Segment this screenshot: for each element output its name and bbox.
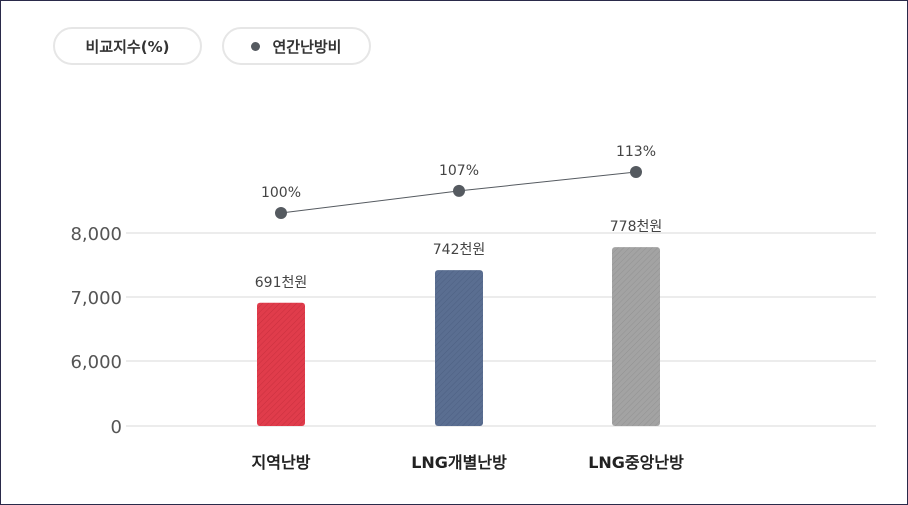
index-point: [630, 166, 642, 178]
legend-annual-pill: 연간난방비: [222, 27, 371, 65]
y-tick-label: 6,000: [70, 352, 122, 373]
bar-value-label: 742천원: [433, 242, 485, 258]
index-point: [453, 184, 465, 197]
bar: [435, 270, 483, 426]
index-value-label: 107%: [439, 163, 479, 179]
legend-dot-icon: [251, 41, 261, 51]
x-category-label: 지역난방: [252, 453, 311, 472]
legend-index-label: 비교지수(%): [85, 37, 170, 56]
x-category-label: LNG개별난방: [411, 453, 507, 472]
y-tick-label: 8,000: [70, 224, 122, 245]
index-point: [275, 207, 287, 219]
bar: [257, 302, 305, 426]
index-value-label: 113%: [616, 144, 656, 160]
y-tick-label: 0: [111, 417, 122, 438]
y-tick-label: 7,000: [70, 288, 122, 309]
legend-index-pill: 비교지수(%): [53, 27, 202, 65]
index-value-label: 100%: [261, 185, 301, 201]
x-category-label: LNG중앙난방: [588, 453, 684, 472]
bar-value-label: 778천원: [610, 219, 662, 235]
legend-annual-label: 연간난방비: [272, 37, 342, 56]
bar: [612, 247, 660, 426]
bar-value-label: 691천원: [255, 275, 307, 291]
